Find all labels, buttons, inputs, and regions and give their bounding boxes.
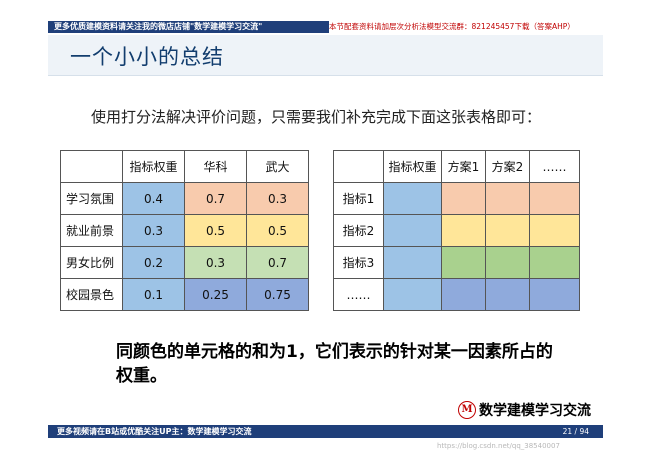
table-row: 指标1 — [333, 182, 580, 215]
column-header: 指标权重 — [122, 150, 185, 183]
table-cell — [485, 214, 530, 247]
table-cell — [529, 246, 580, 279]
footer-text: 更多视频请在B站或优酷关注UP主：数学建模学习交流 — [57, 427, 252, 436]
row-header: 男女比例 — [60, 246, 123, 279]
table-row: 校园景色 0.1 0.25 0.75 — [60, 278, 309, 311]
row-header: 指标2 — [333, 214, 384, 247]
scoring-table-template: 指标权重 方案1 方案2…… 指标1 指标2 指标3…… — [333, 150, 580, 311]
table-cell: 0.75 — [246, 278, 309, 311]
table-cell — [383, 214, 442, 247]
column-header: 武大 — [246, 150, 309, 183]
table-row: 学习氛围 0.4 0.7 0.3 — [60, 182, 309, 215]
table-row: 男女比例 0.2 0.3 0.7 — [60, 246, 309, 279]
intro-text: 使用打分法解决评价问题，只需要我们补充完成下面这张表格即可： — [91, 108, 542, 126]
table-header-row: 指标权重 方案1 方案2…… — [333, 150, 580, 183]
table-cell — [485, 182, 530, 215]
table-cell — [441, 214, 486, 247]
table-cell — [383, 246, 442, 279]
table-cell — [383, 278, 442, 311]
table-row: 就业前景 0.3 0.5 0.5 — [60, 214, 309, 247]
table-cell: 0.4 — [122, 182, 185, 215]
footer-bar: 更多视频请在B站或优酷关注UP主：数学建模学习交流 21 / 94 — [48, 425, 603, 438]
page-number: 21 / 94 — [562, 427, 589, 436]
table-cell — [441, 278, 486, 311]
table-cell: 0.1 — [122, 278, 185, 311]
row-header: 校园景色 — [60, 278, 123, 311]
brand-mark: M 数学建模学习交流 — [458, 400, 591, 420]
table-row: …… — [333, 278, 580, 311]
row-header: 学习氛围 — [60, 182, 123, 215]
title-bar: 一个小小的总结 — [48, 35, 603, 76]
column-header: …… — [529, 150, 580, 183]
column-header: 华科 — [184, 150, 247, 183]
table-cell: 0.3 — [122, 214, 185, 247]
scoring-table-example: 指标权重 华科 武大 学习氛围 0.4 0.7 0.3 就业前景 0.3 0.5 0.5 男女比例 0.… — [60, 150, 309, 311]
table-cell — [441, 246, 486, 279]
table-cell: 0.3 — [184, 246, 247, 279]
table-cell — [383, 182, 442, 215]
column-header: 指标权重 — [383, 150, 442, 183]
row-header: …… — [333, 278, 384, 311]
table-cell: 0.2 — [122, 246, 185, 279]
table-cell: 0.7 — [246, 246, 309, 279]
page-title: 一个小小的总结 — [70, 45, 224, 69]
table-cell — [485, 278, 530, 311]
table-cell — [485, 246, 530, 279]
top-banner-left: 更多优质建模资料请关注我的微店店铺"数学建模学习交流" — [48, 21, 334, 33]
summary-text: 同颜色的单元格的和为1，它们表示的针对某一因素所占的权重。 — [116, 342, 553, 386]
table-cell — [529, 182, 580, 215]
table-row: 指标3 — [333, 246, 580, 279]
brand-logo-icon: M — [458, 401, 476, 419]
table-cell: 0.3 — [246, 182, 309, 215]
table-cell: 0.7 — [184, 182, 247, 215]
column-header — [333, 150, 384, 183]
row-header: 指标1 — [333, 182, 384, 215]
top-banner-right: 本节配套资料请加层次分析法模型交流群：821245457下载（答案AHP） — [329, 21, 602, 33]
row-header: 就业前景 — [60, 214, 123, 247]
table-cell: 0.25 — [184, 278, 247, 311]
watermark-url: https://blog.csdn.net/qq_38540007 — [437, 442, 560, 450]
table-cell: 0.5 — [246, 214, 309, 247]
table-row: 指标2 — [333, 214, 580, 247]
table-cell — [529, 278, 580, 311]
column-header: 方案2 — [485, 150, 530, 183]
row-header: 指标3 — [333, 246, 384, 279]
brand-name: 数学建模学习交流 — [479, 403, 591, 419]
column-header: 方案1 — [441, 150, 486, 183]
table-header-row: 指标权重 华科 武大 — [60, 150, 309, 183]
table-cell: 0.5 — [184, 214, 247, 247]
table-cell — [441, 182, 486, 215]
column-header — [60, 150, 123, 183]
table-cell — [529, 214, 580, 247]
